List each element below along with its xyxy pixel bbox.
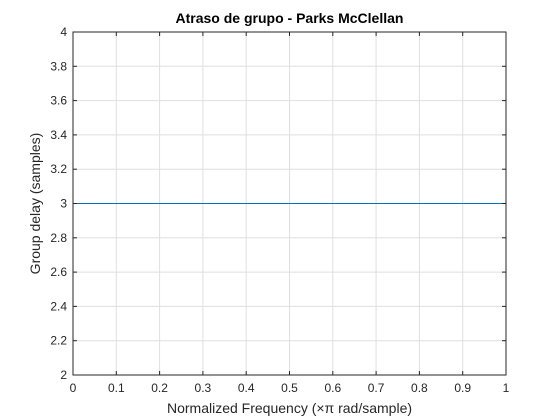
y-tick-label: 3 — [60, 197, 67, 211]
ticks — [72, 31, 507, 376]
x-tick-label: 0.6 — [324, 381, 341, 395]
chart-title: Atraso de grupo - Parks McClellan — [176, 10, 404, 26]
x-tick-label: 0.3 — [195, 381, 212, 395]
y-tick-labels: 2 2.2 2.4 2.6 2.8 3 3.2 3.4 3.6 3.8 4 — [50, 25, 67, 382]
y-tick-label: 3.6 — [50, 94, 67, 108]
x-tick-label: 0.7 — [368, 381, 385, 395]
x-tick-label: 0.5 — [281, 381, 298, 395]
x-tick-label: 0.2 — [151, 381, 168, 395]
x-axis-label: Normalized Frequency (×π rad/sample) — [167, 400, 412, 416]
y-tick-label: 3.4 — [50, 128, 67, 142]
y-tick-label: 2 — [60, 368, 67, 382]
x-tick-label: 0.4 — [238, 381, 255, 395]
x-tick-label: 0.9 — [454, 381, 471, 395]
y-axis-label: Group delay (samples) — [27, 133, 43, 275]
x-tick-labels: 0 0.1 0.2 0.3 0.4 0.5 0.6 0.7 0.8 0.9 1 — [70, 381, 510, 395]
y-tick-label: 3.2 — [50, 162, 67, 176]
x-tick-label: 0.8 — [411, 381, 428, 395]
y-tick-label: 2.4 — [50, 299, 67, 313]
x-tick-label: 0.1 — [108, 381, 125, 395]
y-tick-label: 2.6 — [50, 265, 67, 279]
y-tick-label: 2.2 — [50, 334, 67, 348]
x-tick-label: 0 — [70, 381, 77, 395]
y-tick-label: 4 — [60, 25, 67, 39]
y-tick-label: 3.8 — [50, 59, 67, 73]
y-tick-label: 2.8 — [50, 231, 67, 245]
x-tick-label: 1 — [503, 381, 510, 395]
